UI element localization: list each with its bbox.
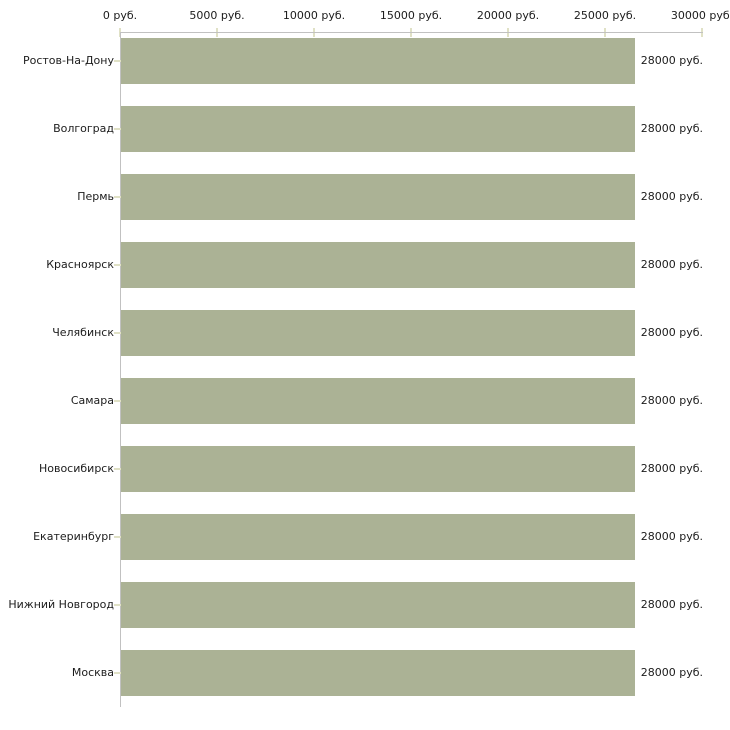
category-tick <box>114 332 121 334</box>
bar-row: Самара 28000 руб. <box>71 378 703 424</box>
category-label: Челябинск <box>52 326 114 339</box>
category-tick <box>114 468 121 470</box>
value-label: 28000 руб. <box>640 326 703 339</box>
category-label: Москва <box>71 666 114 679</box>
category-label: Новосибирск <box>38 462 114 475</box>
category-label: Красноярск <box>46 258 114 271</box>
category-label: Волгоград <box>53 122 114 135</box>
category-tick <box>114 604 121 606</box>
category-label: Пермь <box>77 190 114 203</box>
value-label: 28000 руб. <box>640 122 703 135</box>
bar-row: Ростов-На-Дону 28000 руб. <box>23 38 703 84</box>
x-axis-tick-label: 10000 руб. <box>282 9 346 22</box>
x-axis-tick-label: 5000 руб. <box>189 9 245 22</box>
bar-row: Москва 28000 руб. <box>72 650 703 696</box>
x-axis-tick-label: 20000 руб. <box>476 9 540 22</box>
value-label: 28000 руб. <box>640 666 703 679</box>
category-tick <box>114 400 121 402</box>
bar-row: Пермь 28000 руб. <box>77 174 703 220</box>
x-axis-tick-label: 0 руб. <box>102 9 138 22</box>
value-label: 28000 руб. <box>640 190 703 203</box>
bar-row: Челябинск 28000 руб. <box>52 310 703 356</box>
category-label: Нижний Новгород <box>8 598 114 611</box>
bar <box>121 310 635 356</box>
category-tick <box>114 128 121 130</box>
x-axis-tick-label: 25000 руб. <box>573 9 637 22</box>
value-label: 28000 руб. <box>640 462 703 475</box>
category-tick <box>114 196 121 198</box>
bar-row: Волгоград 28000 руб. <box>53 106 703 152</box>
plot-area: Ростов-На-Дону 28000 руб. Волгоград 2800… <box>8 32 703 707</box>
bar-row: Новосибирск 28000 руб. <box>39 446 703 492</box>
bar <box>121 514 635 560</box>
bar <box>121 582 635 628</box>
bar <box>121 446 635 492</box>
bar-row: Красноярск 28000 руб. <box>46 242 703 288</box>
bar <box>121 650 635 696</box>
bar <box>121 106 635 152</box>
bar <box>121 38 635 84</box>
category-label: Самара <box>70 394 114 407</box>
bar-row: Екатеринбург 28000 руб. <box>33 514 703 560</box>
value-label: 28000 руб. <box>640 394 703 407</box>
category-tick <box>114 536 121 538</box>
bar-row: Нижний Новгород 28000 руб. <box>8 582 703 628</box>
x-axis-tick-label: 15000 руб. <box>379 9 443 22</box>
x-axis-tick-label: 30000 руб. <box>670 9 730 22</box>
category-tick <box>114 264 121 266</box>
bar <box>121 174 635 220</box>
bar <box>121 242 635 288</box>
value-label: 28000 руб. <box>640 530 703 543</box>
category-label: Екатеринбург <box>33 530 114 543</box>
value-label: 28000 руб. <box>640 54 703 67</box>
bar <box>121 378 635 424</box>
category-tick <box>114 672 121 674</box>
value-label: 28000 руб. <box>640 258 703 271</box>
category-tick <box>114 60 121 62</box>
category-label: Ростов-На-Дону <box>22 54 114 67</box>
value-label: 28000 руб. <box>640 598 703 611</box>
